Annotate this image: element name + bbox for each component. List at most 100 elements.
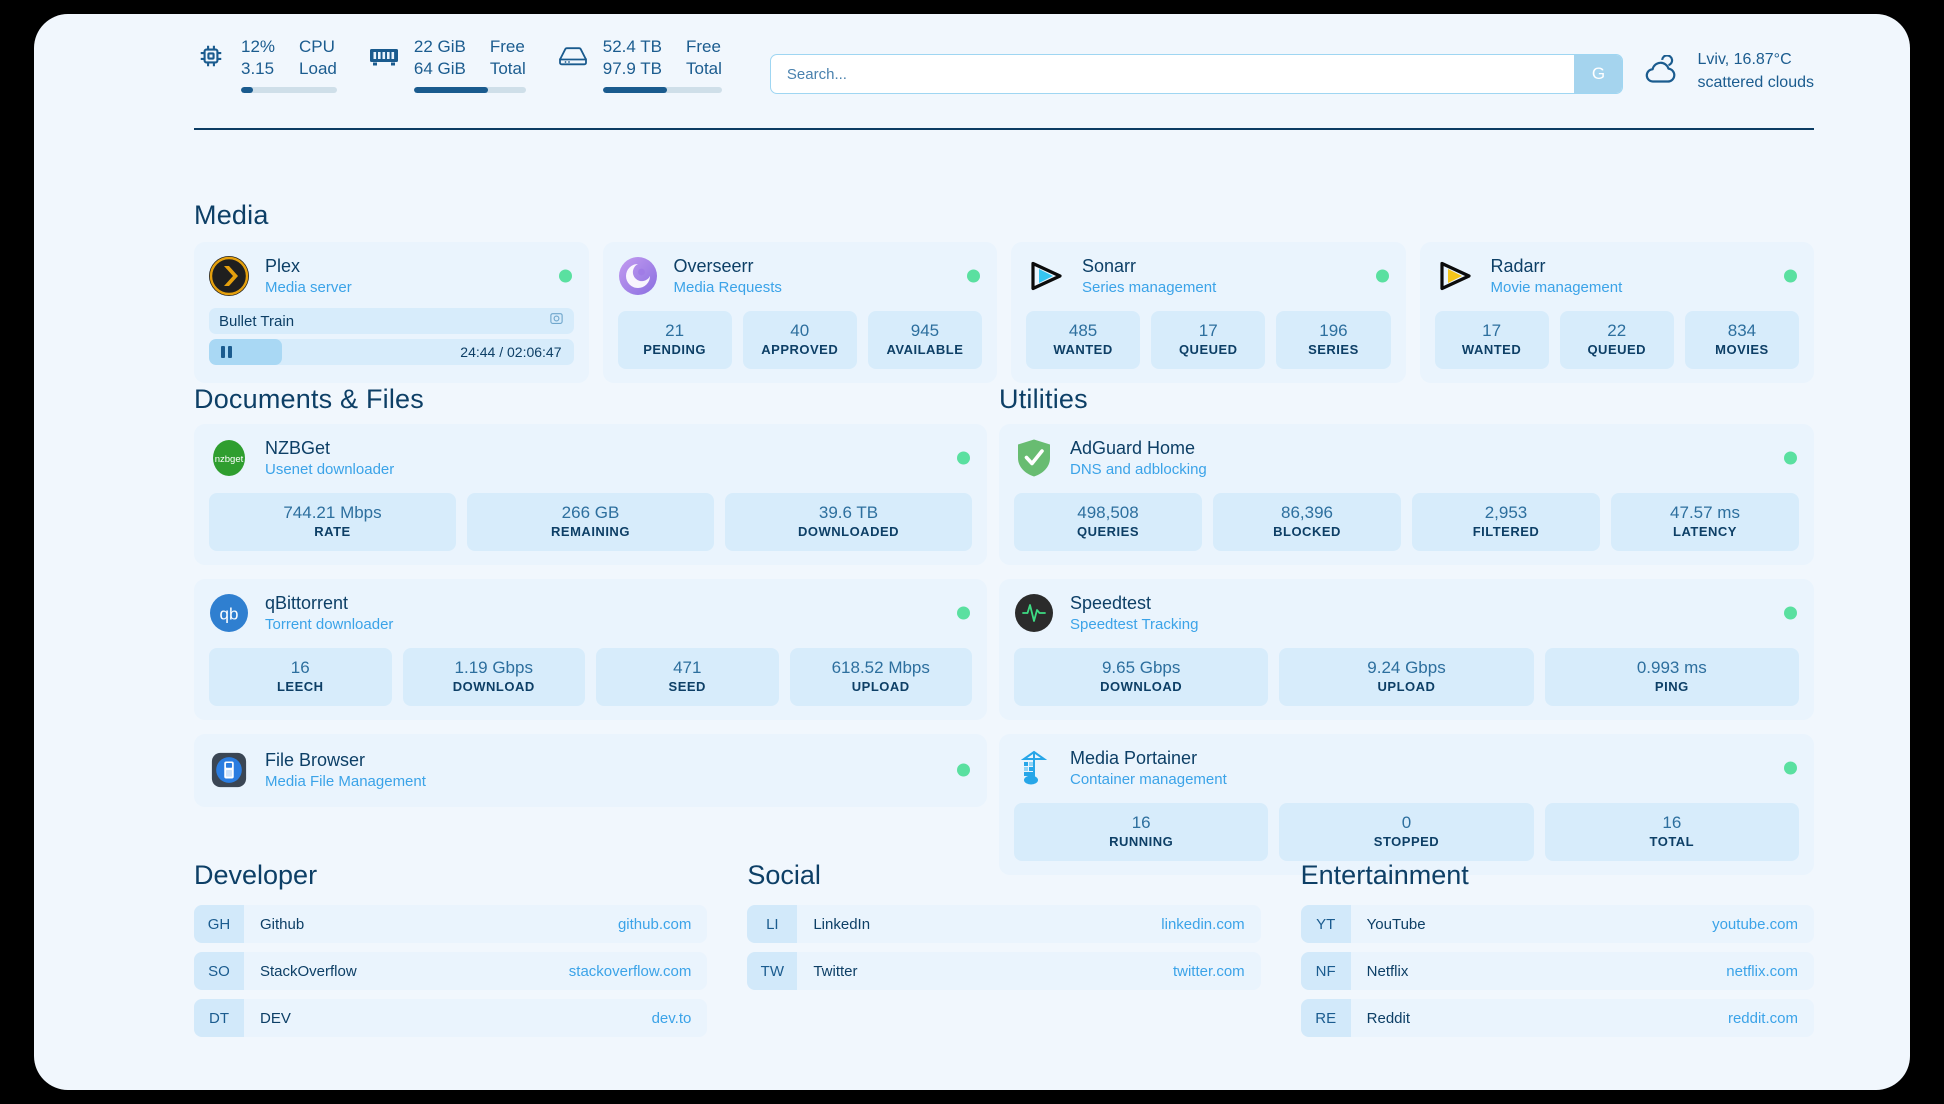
- stat-label: SERIES: [1308, 342, 1359, 357]
- service-subtitle: Torrent downloader: [265, 616, 394, 633]
- service-subtitle: DNS and adblocking: [1070, 461, 1207, 478]
- bookmark-item-netflix[interactable]: NF Netflix netflix.com: [1300, 952, 1814, 990]
- card-header: Media Portainer Container management: [1014, 747, 1799, 789]
- pause-icon[interactable]: [221, 346, 232, 358]
- service-subtitle: Container management: [1070, 771, 1227, 788]
- cast-icon[interactable]: [549, 311, 564, 331]
- bookmark-group-title: Social: [747, 860, 821, 890]
- service-name: Plex: [265, 256, 301, 276]
- overseerr-icon: [618, 256, 658, 296]
- stat-label: APPROVED: [761, 342, 839, 357]
- stat-value: 498,508: [1077, 503, 1139, 522]
- search-submit-button[interactable]: G: [1574, 55, 1623, 93]
- stat-value: 9.65 Gbps: [1101, 658, 1181, 677]
- stat-value: 0: [1401, 813, 1412, 832]
- stat-value: 2,953: [1484, 503, 1528, 522]
- stats-row: 16 LEECH 1.19 Gbps DOWNLOAD 471 SEED 618…: [209, 648, 972, 706]
- stat-value: 47.57 ms: [1670, 503, 1740, 522]
- bookmark-url: linkedin.com: [1161, 915, 1245, 933]
- memory-stat-widget: 22 GiB 64 GiB Free Total: [367, 36, 526, 93]
- filebrowser-icon: [209, 750, 249, 790]
- disk-label-2: Total: [686, 59, 722, 78]
- bookmark-group-social: Social LI LinkedIn linkedin.com TW Twitt…: [747, 860, 1261, 1037]
- stat-value: 21: [665, 321, 685, 340]
- stat-tile: 618.52 Mbps UPLOAD: [789, 648, 972, 706]
- status-indicator: [1784, 269, 1797, 283]
- stat-label: UPLOAD: [1377, 679, 1436, 694]
- cpu-load-value: 3.15: [241, 59, 275, 78]
- stat-tile: 9.65 Gbps DOWNLOAD: [1014, 648, 1269, 706]
- bookmark-item-twitter[interactable]: TW Twitter twitter.com: [747, 952, 1261, 990]
- bookmark-group-title: Developer: [194, 860, 318, 890]
- service-card-adguard[interactable]: AdGuard Home DNS and adblocking 498,508 …: [999, 424, 1814, 565]
- stat-tile: 86,396 BLOCKED: [1213, 493, 1401, 551]
- documents-section: nzbget NZBGet Usenet downloader 744.21 M…: [194, 424, 987, 807]
- service-subtitle: Usenet downloader: [265, 461, 395, 478]
- stat-label: STOPPED: [1373, 834, 1440, 849]
- stat-value: 86,396: [1281, 503, 1333, 522]
- now-playing-title-bar: Bullet Train: [209, 308, 574, 334]
- bookmark-url: twitter.com: [1172, 962, 1245, 980]
- bookmark-item-stackoverflow[interactable]: SO StackOverflow stackoverflow.com: [194, 952, 708, 990]
- service-subtitle: Media Requests: [673, 279, 782, 296]
- stat-value: 471: [673, 658, 702, 677]
- service-card-radarr[interactable]: Radarr Movie management 17 WANTED 22 QUE…: [1419, 242, 1814, 383]
- card-header: File Browser Media File Management: [209, 749, 972, 791]
- stat-value: 39.6 TB: [818, 503, 879, 522]
- status-indicator: [1375, 269, 1389, 283]
- bookmark-name: Github: [260, 915, 305, 933]
- bookmarks-row: Developer GH Github github.com SO StackO…: [194, 860, 1814, 1037]
- stat-tile: 834 MOVIES: [1684, 311, 1800, 369]
- dashboard-page: 12% 3.15 CPU Load: [34, 14, 1910, 1090]
- playback-time: 24:44 / 02:06:47: [460, 344, 561, 360]
- bookmark-item-linkedin[interactable]: LI LinkedIn linkedin.com: [747, 905, 1261, 943]
- search-box[interactable]: G: [769, 54, 1624, 94]
- search-area: G: [769, 54, 1624, 94]
- bookmark-badge: TW: [747, 952, 798, 990]
- memory-label-2: Total: [489, 59, 526, 78]
- stat-value: 17: [1482, 321, 1502, 340]
- status-indicator: [1784, 761, 1797, 775]
- service-card-overseerr[interactable]: Overseerr Media Requests 21 PENDING 40 A…: [602, 242, 997, 383]
- service-card-filebrowser[interactable]: File Browser Media File Management: [194, 734, 987, 807]
- memory-label-1: Free: [489, 37, 525, 56]
- stat-label: REMAINING: [551, 524, 630, 539]
- stat-value: 196: [1319, 321, 1348, 340]
- bookmark-item-dev[interactable]: DT DEV dev.to: [194, 999, 708, 1037]
- stats-row: 744.21 Mbps RATE 266 GB REMAINING 39.6 T…: [209, 493, 972, 551]
- stat-value: 618.52 Mbps: [831, 658, 930, 677]
- bookmark-item-youtube[interactable]: YT YouTube youtube.com: [1300, 905, 1814, 943]
- bookmark-badge: RE: [1300, 999, 1351, 1037]
- service-subtitle: Speedtest Tracking: [1070, 616, 1199, 633]
- stat-label: MOVIES: [1715, 342, 1769, 357]
- service-name: Media Portainer: [1070, 748, 1198, 768]
- service-name: Sonarr: [1082, 256, 1137, 276]
- bookmark-item-reddit[interactable]: RE Reddit reddit.com: [1300, 999, 1814, 1037]
- bookmark-url: reddit.com: [1727, 1009, 1798, 1027]
- service-card-speedtest[interactable]: Speedtest Speedtest Tracking 9.65 Gbps D…: [999, 579, 1814, 720]
- search-input[interactable]: [770, 65, 1575, 83]
- stat-label: DOWNLOADED: [797, 524, 900, 539]
- service-card-qbittorrent[interactable]: qb qBittorrent Torrent downloader 16 LEE…: [194, 579, 987, 720]
- stat-label: RATE: [314, 524, 351, 539]
- stat-label: DOWNLOAD: [1100, 679, 1183, 694]
- card-header: qb qBittorrent Torrent downloader: [209, 592, 972, 634]
- stat-tile: 17 WANTED: [1434, 311, 1549, 369]
- bookmark-name: YouTube: [1366, 915, 1426, 933]
- disk-label-1: Free: [686, 37, 721, 56]
- service-name: Speedtest: [1070, 593, 1152, 613]
- bookmark-url: youtube.com: [1712, 915, 1798, 933]
- service-card-sonarr[interactable]: Sonarr Series management 485 WANTED 17 Q…: [1011, 242, 1406, 383]
- service-card-portainer[interactable]: Media Portainer Container management 16 …: [999, 734, 1814, 875]
- playback-progress-bar[interactable]: 24:44 / 02:06:47: [209, 339, 574, 365]
- bookmark-list: GH Github github.com SO StackOverflow st…: [194, 905, 708, 1037]
- service-card-nzbget[interactable]: nzbget NZBGet Usenet downloader 744.21 M…: [194, 424, 987, 565]
- stat-label: QUEUED: [1587, 342, 1647, 357]
- service-name: Overseerr: [673, 256, 754, 276]
- bookmark-name: DEV: [260, 1009, 291, 1027]
- qbittorrent-icon: qb: [209, 593, 249, 633]
- bookmark-item-github[interactable]: GH Github github.com: [194, 905, 708, 943]
- stat-value: 744.21 Mbps: [283, 503, 382, 522]
- service-card-plex[interactable]: Plex Media server Bullet Train: [194, 242, 589, 383]
- stat-tile: 945 AVAILABLE: [867, 311, 983, 369]
